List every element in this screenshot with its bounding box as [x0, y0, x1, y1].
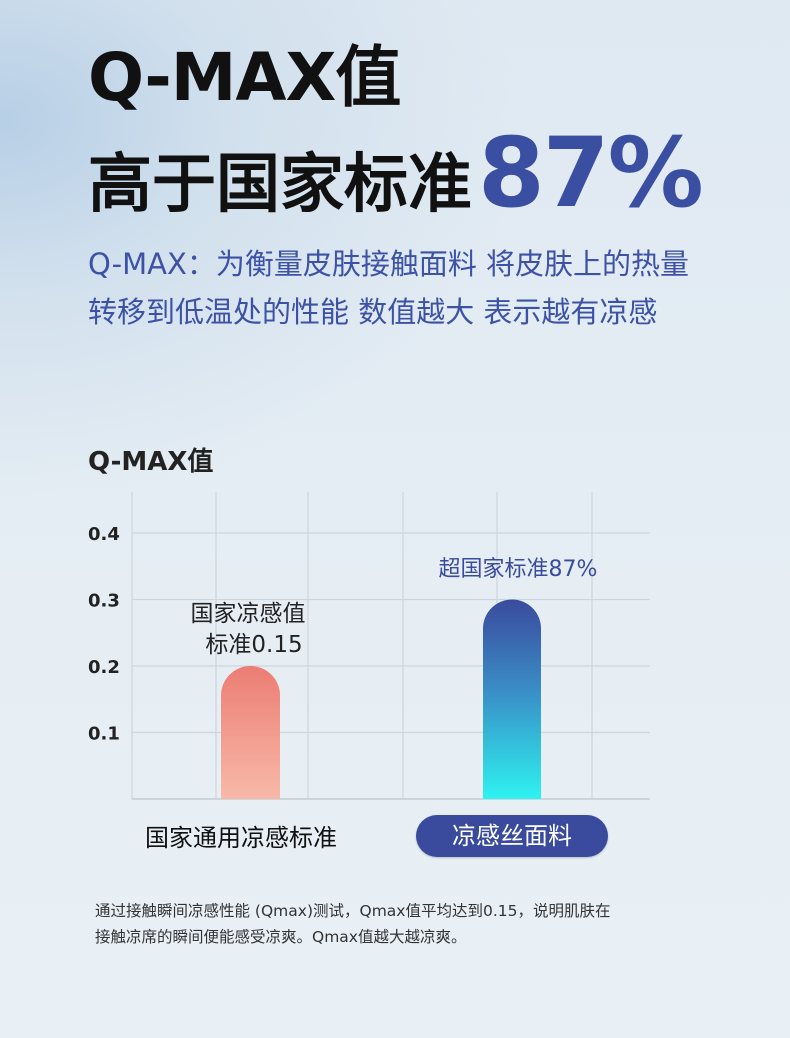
annotation-fabric: 超国家标准87% — [439, 557, 598, 582]
y-tick-label: 0.2 — [88, 657, 120, 678]
footnote-line-1: 通过接触瞬间凉感性能 (Qmax)测试，Qmax值平均达到0.15，说明肌肤在 — [95, 902, 611, 920]
description: Q-MAX：为衡量皮肤接触面料 将皮肤上的热量 转移到低温处的性能 数值越大 表… — [88, 240, 768, 336]
category-label-fabric: 凉感丝面料 — [416, 815, 608, 857]
chart-title: Q-MAX值 — [88, 447, 214, 477]
y-tick-label: 0.4 — [88, 524, 120, 545]
bar-standard — [221, 666, 280, 799]
annotation-standard: 国家凉感值 — [191, 601, 306, 627]
description-line-2: 转移到低温处的性能 数值越大 表示越有凉感 — [88, 295, 658, 329]
headline-title: Q-MAX值 — [88, 39, 401, 116]
description-line-1: Q-MAX：为衡量皮肤接触面料 将皮肤上的热量 — [88, 247, 690, 281]
annotation-standard: 标准0.15 — [205, 632, 302, 658]
headline-subtitle: 高于国家标准87% — [88, 125, 704, 230]
headline-percentage: 87% — [478, 117, 704, 229]
bar-fabric — [483, 599, 541, 799]
footnote: 通过接触瞬间凉感性能 (Qmax)测试，Qmax值平均达到0.15，说明肌肤在 … — [95, 898, 735, 950]
headline-text: 高于国家标准 — [88, 148, 472, 222]
y-tick-label: 0.3 — [88, 591, 120, 612]
y-tick-label: 0.1 — [88, 724, 120, 745]
category-label-standard: 国家通用凉感标准 — [145, 824, 337, 852]
footnote-line-2: 接触凉席的瞬间便能感受凉爽。Qmax值越大越凉爽。 — [95, 928, 467, 946]
